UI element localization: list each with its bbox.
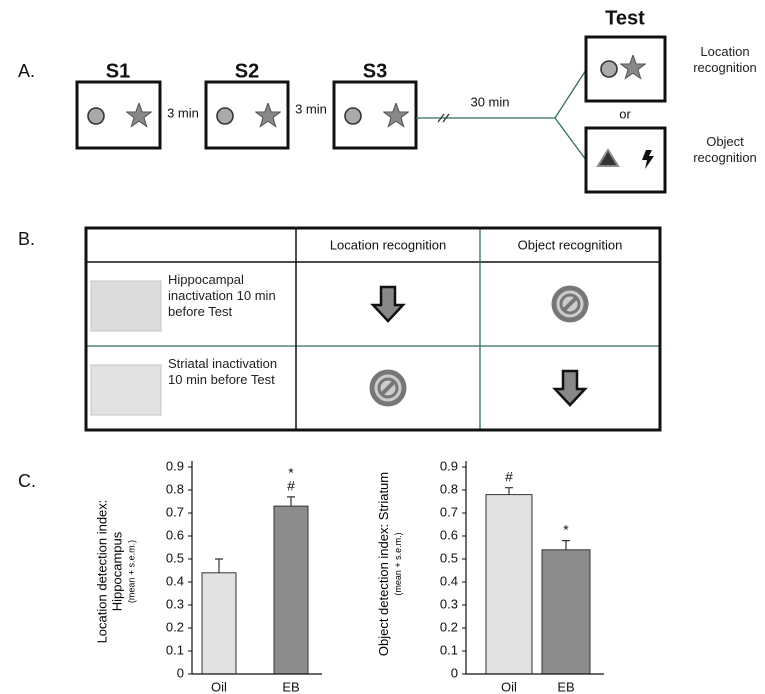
test-arena xyxy=(586,37,665,101)
y-tick-label: 0.3 xyxy=(440,596,458,611)
figure: A. S1 S2 S3 3 min 3 min 30 min Test or B… xyxy=(0,0,765,694)
no-effect-icon xyxy=(554,288,586,320)
object-circle xyxy=(601,61,617,77)
interval: 3 min xyxy=(167,105,199,120)
interval: 3 min xyxy=(295,101,327,116)
object-circle xyxy=(345,108,361,124)
significance-mark: * xyxy=(563,521,569,537)
x-tick-label: EB xyxy=(557,679,574,694)
y-tick-label: 0.4 xyxy=(440,573,458,588)
y-tick-label: 0.4 xyxy=(166,573,184,588)
significance-mark: # xyxy=(505,468,513,484)
object-circle xyxy=(88,108,104,124)
bar xyxy=(542,550,590,674)
y-tick-label: 0.9 xyxy=(440,458,458,473)
bar xyxy=(202,573,236,674)
bar xyxy=(486,495,532,674)
session-boxes xyxy=(77,82,416,148)
no-effect-icon xyxy=(372,372,404,404)
row-label: Hippocampal inactivation 10 min before T… xyxy=(168,272,293,320)
y-axis-title: Object detection index: Striatum xyxy=(376,471,391,655)
y-tick-label: 0.7 xyxy=(166,504,184,519)
y-tick-label: 0.2 xyxy=(166,619,184,634)
bar xyxy=(274,506,308,674)
row-label: Striatal inactivation 10 min before Test xyxy=(168,356,293,388)
error-bar xyxy=(562,541,570,550)
y-axis-label: Object detection index: Striatum(mean + … xyxy=(376,469,406,659)
y-tick-label: 0.8 xyxy=(440,481,458,496)
panel-label: A. xyxy=(18,61,35,81)
y-tick-label: 0 xyxy=(451,665,458,680)
y-tick-label: 0.9 xyxy=(166,458,184,473)
session-label: S1 xyxy=(106,60,130,82)
error-bar xyxy=(505,488,513,495)
test-label: Test xyxy=(605,7,645,29)
session-label: S3 xyxy=(363,60,387,82)
y-tick-label: 0.1 xyxy=(440,642,458,657)
y-axis-label: Location detection index: Hippocampus(me… xyxy=(95,476,140,666)
y-tick-label: 0.3 xyxy=(166,596,184,611)
x-tick-label: Oil xyxy=(211,679,227,694)
panel-label: B. xyxy=(18,229,35,249)
brain-section xyxy=(91,281,161,331)
x-tick-label: EB xyxy=(282,679,299,694)
session-label: S2 xyxy=(235,60,259,82)
test-label: Location recognition xyxy=(690,44,760,76)
error-bar xyxy=(287,497,295,506)
significance-mark: # xyxy=(287,478,295,494)
y-tick-label: 0.6 xyxy=(166,527,184,542)
y-tick-label: 0.8 xyxy=(166,481,184,496)
impaired-arrow xyxy=(555,371,585,405)
delay: 30 min xyxy=(470,94,509,109)
column-header: Location recognition xyxy=(330,237,446,252)
x-tick-label: Oil xyxy=(501,679,517,694)
impaired-arrow xyxy=(373,287,403,321)
y-axis-title: Location detection index: Hippocampus xyxy=(95,499,125,643)
error-bar xyxy=(215,559,223,573)
column-header: Object recognition xyxy=(518,237,623,252)
y-tick-label: 0.6 xyxy=(440,527,458,542)
y-tick-label: 0.5 xyxy=(440,550,458,565)
object-circle xyxy=(217,108,233,124)
y-axis-note: (mean + s.e.m.) xyxy=(125,476,140,666)
delay-line xyxy=(416,70,586,160)
y-tick-label: 0.7 xyxy=(440,504,458,519)
y-axis-note: (mean + s.e.m.) xyxy=(391,469,406,659)
y-tick-label: 0.1 xyxy=(166,642,184,657)
panel-label: C. xyxy=(18,471,36,491)
brain-section xyxy=(91,365,161,415)
or: or xyxy=(619,106,631,121)
test-label: Object recognition xyxy=(690,134,760,166)
y-tick-label: 0.5 xyxy=(166,550,184,565)
test-arena xyxy=(586,128,665,192)
y-tick-label: 0 xyxy=(177,665,184,680)
y-tick-label: 0.2 xyxy=(440,619,458,634)
